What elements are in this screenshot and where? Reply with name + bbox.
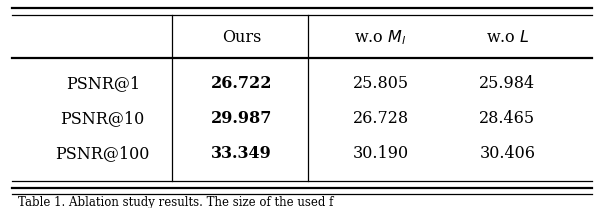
Text: 26.728: 26.728: [353, 110, 408, 127]
Text: PSNR@10: PSNR@10: [60, 110, 145, 127]
Text: 28.465: 28.465: [480, 110, 535, 127]
Text: 30.406: 30.406: [480, 145, 535, 162]
Text: Table 1. Ablation study results. The size of the used f: Table 1. Ablation study results. The siz…: [18, 196, 333, 208]
Text: Ours: Ours: [222, 29, 262, 46]
Text: 33.349: 33.349: [211, 145, 272, 162]
Text: 29.987: 29.987: [211, 110, 272, 127]
Text: 30.190: 30.190: [353, 145, 408, 162]
Text: 25.805: 25.805: [353, 75, 408, 92]
Text: 25.984: 25.984: [480, 75, 535, 92]
Text: w.o $L$: w.o $L$: [486, 29, 529, 46]
Text: 26.722: 26.722: [211, 75, 272, 92]
Text: PSNR@100: PSNR@100: [56, 145, 150, 162]
Text: w.o $M_l$: w.o $M_l$: [355, 28, 406, 47]
Text: PSNR@1: PSNR@1: [66, 75, 140, 92]
